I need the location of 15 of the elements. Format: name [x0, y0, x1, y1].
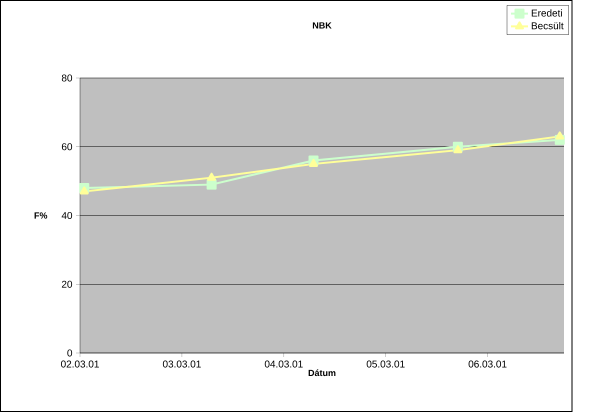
x-tick-label: 02.03.01: [61, 360, 99, 368]
chart-title: NBK: [312, 22, 332, 29]
y-tick-label: 60: [62, 143, 72, 150]
y-tick-label: 40: [62, 212, 72, 220]
x-tick-label: 06.03.01: [468, 360, 506, 368]
legend-label: Becsült: [532, 22, 564, 30]
legend-label: Eredeti: [532, 9, 562, 17]
y-tick-label: 80: [62, 74, 72, 82]
y-tick-label: 20: [62, 280, 72, 288]
x-tick-label: 05.03.01: [366, 360, 405, 368]
x-axis-title: Dátum: [308, 369, 336, 376]
y-tick-label: 0: [67, 349, 72, 357]
x-tick-label: 03.03.01: [162, 360, 201, 368]
y-axis-title: F%: [34, 212, 48, 219]
x-tick-label: 04.03.01: [264, 360, 303, 368]
